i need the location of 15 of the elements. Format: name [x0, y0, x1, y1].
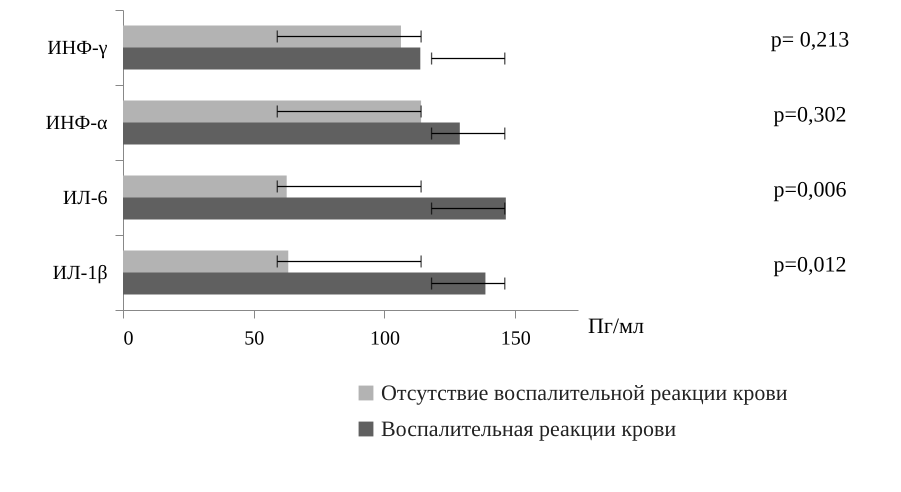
- x-tick-label: 50: [244, 328, 264, 350]
- x-tick-label: 0: [124, 328, 134, 350]
- text: p=0,006: [774, 176, 846, 202]
- text: p=0,012: [774, 252, 846, 276]
- y-tick-label: ИЛ-1β: [52, 262, 108, 284]
- legend-label: Воспалительная реакции крови: [381, 416, 676, 441]
- legend-label: Отсутствие воспалительной реакции крови: [381, 380, 788, 405]
- x-axis-title: Пг/мл: [588, 313, 644, 338]
- y-tick-label: ИНФ-α: [46, 112, 108, 134]
- text: p=0,302: [774, 102, 846, 126]
- x-tick-label: 150: [500, 328, 531, 350]
- x-tick-label: 100: [370, 328, 400, 350]
- y-tick-label: ИЛ-6: [62, 187, 108, 209]
- y-tick-label: ИНФ-γ: [47, 37, 108, 59]
- text: p= 0,213: [770, 26, 850, 52]
